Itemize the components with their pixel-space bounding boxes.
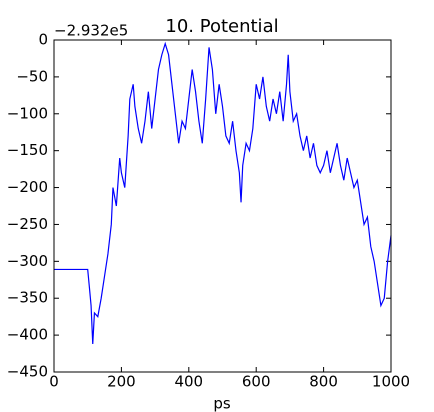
y-tick-label: −100 (7, 104, 48, 122)
y-tick-label: −300 (7, 252, 48, 270)
chart-title: 10. Potential (165, 16, 278, 37)
y-tick-label: −50 (16, 67, 48, 85)
plot-frame (53, 39, 392, 373)
x-tick-label: 1000 (372, 373, 410, 391)
y-tick-label: −200 (7, 178, 48, 196)
x-tick-label: 0 (49, 373, 59, 391)
y-tick-label: −350 (7, 289, 48, 307)
x-tick-label: 600 (242, 373, 271, 391)
y-tick-label: 0 (38, 31, 48, 49)
data-line (54, 41, 392, 344)
offset-text: −2.932e5 (54, 22, 128, 40)
x-tick-label: 800 (309, 373, 338, 391)
y-tick-label: −250 (7, 215, 48, 233)
y-tick-label: −150 (7, 141, 48, 159)
x-tick-label: 400 (174, 373, 203, 391)
x-axis-label: ps (213, 395, 231, 412)
x-tick-label: 200 (107, 373, 136, 391)
y-tick-label: −450 (7, 363, 48, 381)
y-tick-label: −400 (7, 326, 48, 344)
